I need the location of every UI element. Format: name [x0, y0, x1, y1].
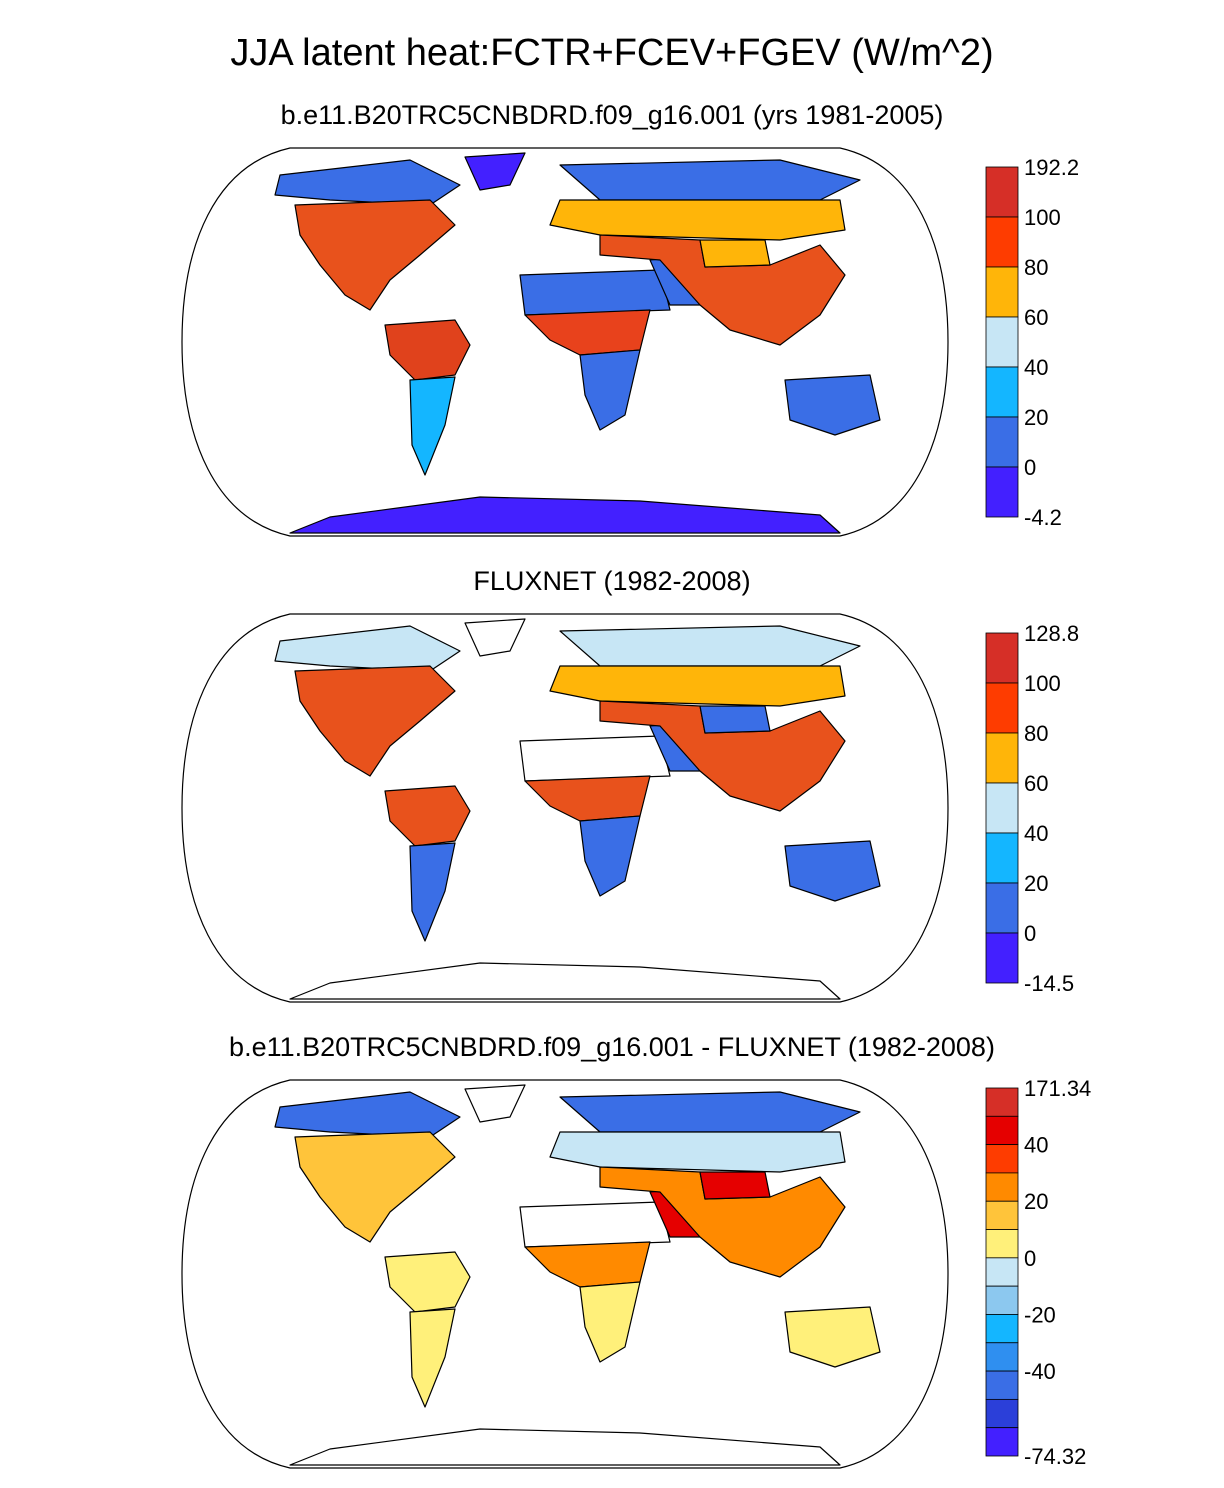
colorbar-label: 128.8 [1024, 621, 1079, 646]
region-na [294, 199, 456, 311]
colorbar-segment [985, 1314, 1019, 1344]
region-greenland [464, 152, 526, 191]
panel-2-colorbar: 128.8 100 80 60 40 20 0 -14.5 [985, 621, 1079, 996]
colorbar-label: 80 [1024, 255, 1048, 280]
panel-3-map [181, 1079, 949, 1469]
colorbar-label: -74.32 [1024, 1444, 1086, 1469]
region-tibet [699, 705, 771, 734]
colorbar-segment [985, 832, 1019, 884]
colorbar-label: 0 [1024, 455, 1036, 480]
region-na [294, 1131, 456, 1243]
colorbar-label: 60 [1024, 771, 1048, 796]
region-greenland [464, 618, 526, 657]
region-antarctica [289, 962, 841, 1000]
colorbar-segment [985, 166, 1019, 218]
colorbar-label: 0 [1024, 921, 1036, 946]
region-south_africa [579, 815, 641, 897]
colorbar-label: 40 [1024, 821, 1048, 846]
region-amazon [384, 319, 471, 381]
figure-title: JJA latent heat:FCTR+FCEV+FGEV (W/m^2) [230, 32, 994, 74]
colorbar-segment [985, 1257, 1019, 1287]
colorbar-segment [985, 416, 1019, 468]
colorbar-label: 20 [1024, 1189, 1048, 1214]
colorbar-segment [985, 1229, 1019, 1259]
region-patagonia [409, 1308, 456, 1408]
colorbar-segment [985, 782, 1019, 834]
colorbar-segment [985, 466, 1019, 518]
region-sahara [519, 269, 671, 316]
colorbar-label: 0 [1024, 1246, 1036, 1271]
colorbar-label: 40 [1024, 1133, 1048, 1158]
region-australia [784, 374, 881, 436]
colorbar-segment [985, 1200, 1019, 1230]
region-patagonia [409, 376, 456, 476]
colorbar-segment [985, 1398, 1019, 1429]
colorbar-label: 20 [1024, 405, 1048, 430]
panel-1-colorbar: 192.2 100 80 60 40 20 0 -4.2 [985, 155, 1079, 530]
region-siberia [549, 665, 846, 707]
colorbar-segment [985, 632, 1019, 684]
panel-3-colorbar: 171.34 40 20 0 -20 -40 -74.32 [985, 1076, 1091, 1469]
colorbar-segment [985, 1087, 1019, 1117]
region-australia [784, 840, 881, 902]
colorbar-segment [985, 932, 1019, 984]
colorbar-label: -40 [1024, 1359, 1056, 1384]
colorbar-label: -14.5 [1024, 971, 1074, 996]
colorbar-segment [985, 1144, 1019, 1174]
region-antarctica [289, 496, 841, 534]
colorbar-segment [985, 1342, 1019, 1372]
region-south_africa [579, 349, 641, 431]
colorbar-segment [985, 1427, 1019, 1457]
colorbar-segment [985, 366, 1019, 418]
colorbar-segment [985, 882, 1019, 934]
region-tibet [699, 239, 771, 268]
region-na [294, 665, 456, 777]
colorbar-segment [985, 1285, 1019, 1315]
colorbar-label: 80 [1024, 721, 1048, 746]
region-south_africa [579, 1281, 641, 1363]
colorbar-label: 100 [1024, 671, 1061, 696]
region-sahara [519, 735, 671, 782]
panel-3-subtitle: b.e11.B20TRC5CNBDRD.f09_g16.001 - FLUXNE… [229, 1032, 995, 1062]
region-arctic [274, 625, 861, 672]
colorbar-segment [985, 1115, 1019, 1146]
colorbar-segment [985, 316, 1019, 368]
colorbar-label: -20 [1024, 1302, 1056, 1327]
panel-1-subtitle: b.e11.B20TRC5CNBDRD.f09_g16.001 (yrs 198… [280, 100, 944, 130]
region-tibet [699, 1171, 771, 1200]
region-australia [784, 1306, 881, 1368]
panel-2-subtitle: FLUXNET (1982-2008) [473, 566, 751, 596]
colorbar-segment [985, 266, 1019, 318]
colorbar-label: 171.34 [1024, 1076, 1091, 1101]
colorbar-segment [985, 732, 1019, 784]
region-amazon [384, 1251, 471, 1313]
region-amazon [384, 785, 471, 847]
colorbar-label: 60 [1024, 305, 1048, 330]
colorbar-label: -4.2 [1024, 505, 1062, 530]
panel-2-map [181, 613, 949, 1003]
colorbar-segment [985, 216, 1019, 268]
region-patagonia [409, 842, 456, 942]
region-siberia [549, 1131, 846, 1173]
region-sahara [519, 1201, 671, 1248]
colorbar-label: 40 [1024, 355, 1048, 380]
colorbar-segment [985, 1370, 1019, 1400]
region-antarctica [289, 1428, 841, 1466]
colorbar-label: 192.2 [1024, 155, 1079, 180]
region-arctic [274, 1091, 861, 1138]
region-greenland [464, 1084, 526, 1123]
colorbar-label: 100 [1024, 205, 1061, 230]
colorbar-segment [985, 682, 1019, 734]
region-siberia [549, 199, 846, 241]
colorbar-segment [985, 1172, 1019, 1202]
panel-1-map [181, 147, 949, 537]
colorbar-label: 20 [1024, 871, 1048, 896]
